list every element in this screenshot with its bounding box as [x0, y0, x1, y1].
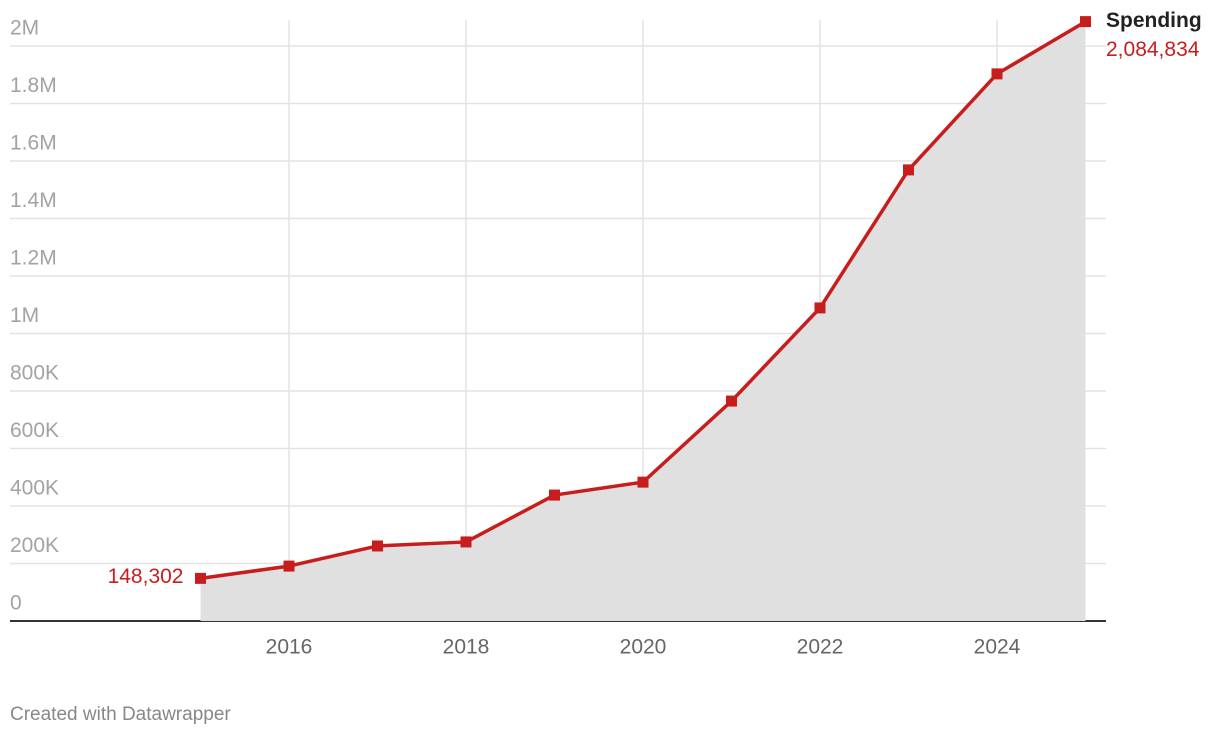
y-tick-label: 0: [10, 592, 22, 615]
y-tick-label: 1M: [10, 304, 39, 327]
series-label: Spending: [1106, 9, 1202, 32]
value-label: 2,084,834: [1106, 38, 1200, 61]
x-tick-label: 2018: [443, 636, 490, 659]
x-tick-label: 2024: [974, 636, 1021, 659]
y-tick-label: 1.4M: [10, 189, 57, 212]
y-tick-label: 1.8M: [10, 74, 57, 97]
marker: [726, 395, 737, 407]
marker: [195, 572, 206, 584]
y-tick-label: 800K: [10, 362, 59, 385]
x-tick-label: 2022: [797, 636, 844, 659]
y-tick-label: 1.2M: [10, 247, 57, 270]
area: [200, 21, 1086, 621]
x-tick-label: 2020: [620, 636, 667, 659]
marker: [637, 476, 649, 488]
marker: [460, 536, 472, 548]
marker: [1080, 16, 1091, 28]
y-tick-label: 400K: [10, 477, 59, 500]
marker: [372, 540, 383, 552]
marker: [903, 164, 914, 176]
y-tick-label: 2M: [10, 17, 39, 40]
value-label: 148,302: [108, 565, 184, 588]
marker: [814, 302, 826, 314]
y-tick-label: 200K: [10, 534, 59, 557]
footer: Created with Datawrapper: [10, 704, 231, 725]
y-tick-label: 1.6M: [10, 132, 57, 155]
x-tick-label: 2016: [266, 636, 313, 659]
marker: [991, 68, 1003, 80]
y-tick-label: 600K: [10, 419, 59, 442]
marker: [549, 489, 560, 501]
marker: [283, 560, 295, 572]
